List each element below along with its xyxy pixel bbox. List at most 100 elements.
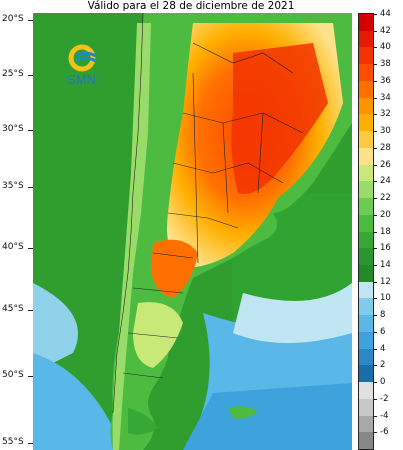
colorbar-label: 2	[380, 360, 386, 371]
colorbar-label: 24	[380, 176, 391, 187]
map-title: Válido para el 28 de diciembre de 2021	[87, 0, 295, 12]
colorbar-tick	[373, 214, 377, 216]
latitude-label: 40°S	[2, 242, 24, 252]
colorbar-segment	[359, 264, 373, 283]
colorbar-tick	[373, 14, 377, 15]
colorbar-segment	[359, 331, 373, 350]
colorbar-label: 20	[380, 209, 391, 220]
colorbar-segment	[359, 30, 373, 48]
colorbar-label: 8	[380, 310, 386, 321]
latitude-tick	[28, 20, 33, 21]
colorbar-segment	[359, 281, 373, 299]
colorbar-label: 42	[380, 25, 391, 36]
latitude-tick	[28, 248, 33, 249]
colorbar-tick	[373, 30, 377, 32]
heat-max	[231, 43, 328, 194]
colorbar-tick	[373, 382, 377, 384]
colorbar-segment	[359, 365, 373, 383]
colorbar-tick	[373, 97, 377, 99]
colorbar-tick	[373, 198, 377, 200]
colorbar-tick	[373, 64, 377, 66]
colorbar-tick	[373, 80, 377, 82]
latitude-label: 30°S	[2, 124, 24, 134]
colorbar-segment	[359, 64, 373, 82]
colorbar-segment	[359, 315, 373, 333]
colorbar-label: 12	[380, 276, 391, 287]
colorbar-tick	[373, 415, 377, 417]
colorbar-segment	[359, 348, 373, 366]
colorbar-label: 16	[380, 243, 391, 254]
colorbar-label: 26	[380, 159, 391, 170]
colorbar-label: -6	[380, 427, 389, 438]
colorbar-label: 14	[380, 259, 391, 270]
colorbar-label: -4	[380, 410, 389, 421]
colorbar-segment	[359, 432, 373, 449]
colorbar-tick	[373, 398, 377, 400]
latitude-label: 35°S	[2, 181, 24, 191]
latitude-tick	[28, 75, 33, 76]
colorbar-label: 10	[380, 293, 391, 304]
colorbar-tick	[373, 365, 377, 367]
latitude-tick	[28, 443, 33, 444]
colorbar-label: 34	[380, 92, 391, 103]
colorbar-segment	[359, 415, 373, 433]
colorbar-label: 4	[380, 343, 386, 354]
colorbar-segment	[359, 214, 373, 232]
latitude-tick	[28, 130, 33, 131]
colorbar-tick	[373, 264, 377, 266]
colorbar-tick	[373, 164, 377, 166]
south-ocean-cold-2	[33, 353, 123, 450]
province-borders	[112, 13, 304, 414]
colorbar-label: 40	[380, 42, 391, 53]
colorbar-segment	[359, 382, 373, 400]
colorbar-segment	[359, 248, 373, 266]
colorbar-tick	[373, 47, 377, 49]
colorbar-tick	[373, 181, 377, 183]
colorbar-label: 18	[380, 226, 391, 237]
colorbar-label: 28	[380, 142, 391, 153]
colorbar-tick	[373, 432, 377, 434]
colorbar-label: 22	[380, 193, 391, 204]
latitude-tick	[28, 310, 33, 311]
colorbar-segment	[359, 231, 373, 249]
colorbar-tick	[373, 114, 377, 116]
colorbar-segment	[359, 14, 373, 32]
colorbar-tick	[373, 147, 377, 149]
colorbar-label: -2	[380, 393, 389, 404]
colorbar-tick	[373, 231, 377, 233]
colorbar-segment	[359, 47, 373, 65]
colorbar-label: 36	[380, 75, 391, 86]
latitude-tick	[28, 376, 33, 377]
colorbar-label: 32	[380, 109, 391, 120]
south-ocean-cold	[33, 283, 78, 373]
tierra-del-fuego	[128, 408, 158, 435]
colorbar-tick	[373, 248, 377, 250]
colorbar-tick	[373, 331, 377, 333]
far-south-deep	[183, 383, 352, 450]
colorbar-label: 6	[380, 326, 386, 337]
colorbar-tick	[373, 281, 377, 283]
colorbar-segment	[359, 131, 373, 149]
latitude-label: 25°S	[2, 69, 24, 79]
colorbar-tick	[373, 315, 377, 317]
cool-patagonia	[133, 302, 183, 368]
andes-strip	[112, 23, 151, 450]
latitude-label: 45°S	[2, 304, 24, 314]
colorbar-segment	[359, 147, 373, 166]
colorbar-segment	[359, 164, 373, 182]
atlantic-cool	[233, 283, 352, 343]
colorbar	[358, 13, 374, 450]
map-svg	[33, 13, 352, 450]
malvinas-islands	[228, 406, 258, 419]
colorbar-segment	[359, 80, 373, 99]
colorbar-label: 44	[380, 9, 391, 19]
colorbar-tick	[373, 348, 377, 350]
colorbar-tick	[373, 131, 377, 133]
colorbar-tick	[373, 298, 377, 300]
latitude-tick	[28, 187, 33, 188]
colorbar-segment	[359, 398, 373, 417]
smn-logo: SMN	[67, 44, 97, 87]
colorbar-segment	[359, 181, 373, 199]
colorbar-segment	[359, 298, 373, 316]
colorbar-label: 38	[380, 59, 391, 70]
